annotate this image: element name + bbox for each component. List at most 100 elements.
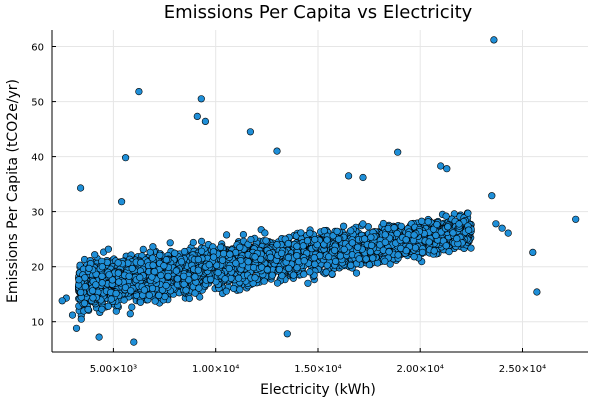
data-point [320,227,328,235]
data-point [180,272,188,280]
data-point [381,238,389,246]
data-point [80,299,89,307]
data-point [219,256,227,264]
data-point [156,251,164,259]
data-point [150,268,159,276]
data-point [449,229,457,237]
data-point [236,286,244,294]
data-point [397,222,405,230]
data-point [98,263,106,271]
data-point [244,258,252,266]
data-point [268,271,276,279]
data-point [115,278,123,286]
data-point [323,236,331,244]
data-point [492,220,500,228]
data-point [261,229,269,237]
data-point [210,253,218,261]
x-tick-label: 1.00×10⁴ [192,364,239,375]
data-point [300,257,308,265]
data-point [390,224,398,232]
data-point [194,266,202,274]
data-point [157,271,165,280]
data-point [77,288,85,297]
data-point [278,249,286,257]
data-point [236,243,244,251]
data-point [128,303,136,311]
data-point [311,260,319,268]
data-point [58,297,66,305]
data-point [214,269,222,277]
data-point [367,233,375,241]
data-point [284,240,292,248]
data-point [121,283,130,292]
data-point [381,231,389,239]
data-point [205,261,213,269]
data-point [114,269,122,277]
data-point [437,162,445,170]
data-point [285,264,293,273]
data-point [130,338,138,346]
data-point [85,264,93,273]
data-point [340,245,348,253]
data-point [126,310,134,318]
chart-title: Emissions Per Capita vs Electricity [164,2,473,23]
data-point [164,272,172,281]
data-point [368,241,376,249]
data-point [365,261,374,269]
data-point [91,251,99,259]
data-point [402,236,410,244]
data-point [444,223,452,231]
data-point [222,287,230,295]
data-point [185,294,193,303]
data-point [136,273,144,282]
data-point [185,276,193,284]
data-point [442,212,450,220]
data-point [162,281,170,290]
data-point [381,257,389,265]
data-point [348,239,356,247]
data-point [92,281,100,289]
y-tick-label: 60 [31,43,44,54]
data-point [230,284,238,293]
data-point [246,128,254,136]
data-point [108,276,116,284]
data-point [140,286,148,294]
data-point [160,262,168,270]
data-point [275,265,284,274]
data-point [445,248,453,256]
data-point [162,256,170,264]
data-point [498,224,506,232]
data-point [384,224,392,232]
data-point [455,220,463,228]
data-point [191,273,199,281]
data-point [334,235,343,243]
data-point [262,237,270,245]
data-point [220,250,228,258]
data-point [193,112,201,120]
data-point [336,252,345,260]
data-point [355,255,363,263]
data-point [195,284,203,292]
data-point [81,283,89,291]
data-point [362,255,370,263]
data-point [430,247,438,255]
data-point [310,254,318,262]
data-point [145,291,153,299]
data-point [273,279,282,287]
data-point [121,154,130,162]
data-point [366,248,375,256]
data-point [328,270,336,278]
data-point [136,298,145,306]
data-point [467,244,475,252]
data-point [161,293,169,301]
data-point [488,192,496,200]
data-point [88,287,97,295]
data-point [177,258,186,266]
x-tick-label: 1.50×10⁴ [294,364,341,375]
data-point [323,261,331,269]
data-point [232,259,240,267]
data-point [247,235,255,244]
data-point [191,289,199,297]
data-point [225,264,233,273]
